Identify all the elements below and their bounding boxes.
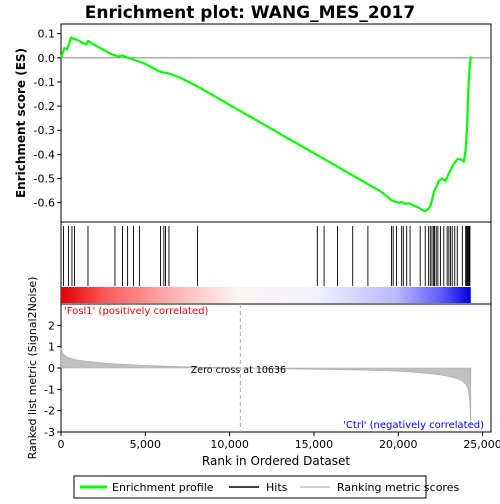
es-y-tick-label: -0.4 bbox=[34, 148, 55, 161]
metric-y-tick-label: -3 bbox=[44, 426, 55, 439]
legend-metric-label: Ranking metric scores bbox=[337, 481, 459, 494]
metric-y-tick-label: 2 bbox=[48, 319, 55, 332]
legend-enrichment-label: Enrichment profile bbox=[112, 481, 214, 494]
chart-title: Enrichment plot: WANG_MES_2017 bbox=[85, 3, 415, 23]
x-axis: 0 5,000 10,000 15,000 20,000 25,000 bbox=[58, 432, 500, 451]
es-panel-frame bbox=[61, 24, 491, 222]
metric-y-tick-label: -1 bbox=[44, 383, 55, 396]
negative-correlation-label: 'Ctrl' (negatively correlated) bbox=[343, 420, 484, 431]
metric-y-axis-label: Ranked list metric (Signal2Noise) bbox=[26, 277, 39, 460]
es-y-tick-label: -0.2 bbox=[34, 100, 55, 113]
es-y-tick-label: 0.0 bbox=[38, 52, 56, 65]
positive-correlation-label: 'Fosl1' (positively correlated) bbox=[64, 306, 208, 317]
zero-cross-label: Zero cross at 10636 bbox=[191, 365, 286, 376]
x-tick-label: 5,000 bbox=[130, 438, 162, 451]
es-y-tick-label: -0.1 bbox=[34, 76, 55, 89]
legend: Enrichment profile Hits Ranking metric s… bbox=[74, 476, 459, 498]
es-y-tick-label: -0.5 bbox=[34, 173, 55, 186]
metric-y-tick-label: -2 bbox=[44, 405, 55, 418]
x-tick-label: 0 bbox=[58, 438, 65, 451]
es-y-tick-label: 0.1 bbox=[38, 28, 56, 41]
es-y-axis-label: Enrichment score (ES) bbox=[14, 48, 28, 198]
es-y-tick-label: -0.3 bbox=[34, 124, 55, 137]
ranked-list-color-bar bbox=[61, 287, 471, 303]
x-tick-label: 25,000 bbox=[463, 438, 500, 451]
x-tick-label: 20,000 bbox=[379, 438, 418, 451]
es-y-tick-label: -0.6 bbox=[34, 197, 55, 210]
metric-y-tick-label: 1 bbox=[48, 341, 55, 354]
es-y-axis: 0.1 0.0 -0.1 -0.2 -0.3 -0.4 -0.5 -0.6 bbox=[34, 28, 61, 210]
metric-y-tick-label: 0 bbox=[48, 362, 55, 375]
legend-hits-label: Hits bbox=[266, 481, 288, 494]
x-tick-label: 10,000 bbox=[210, 438, 249, 451]
x-tick-label: 15,000 bbox=[295, 438, 334, 451]
x-axis-label: Rank in Ordered Dataset bbox=[202, 454, 350, 468]
metric-y-axis: 2 1 0 -1 -2 -3 bbox=[44, 319, 61, 439]
